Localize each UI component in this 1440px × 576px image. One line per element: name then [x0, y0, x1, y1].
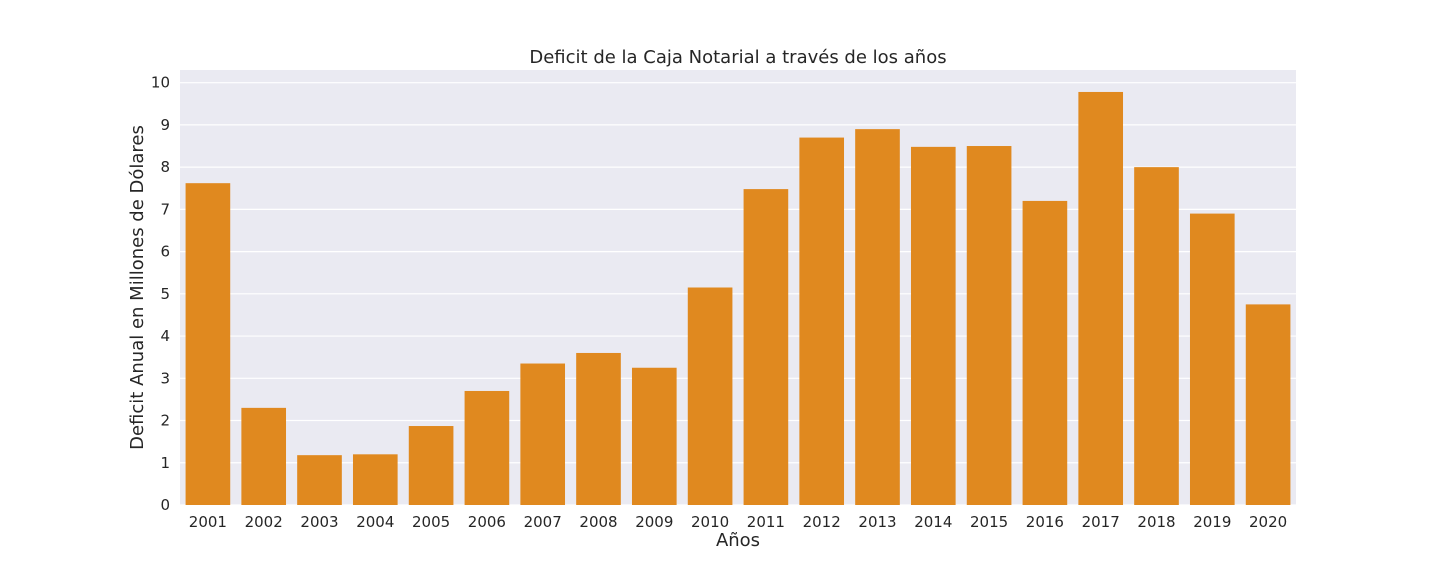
bar-2009 [631, 367, 677, 505]
y-tick-label: 5 [160, 285, 170, 303]
bar-2008 [576, 352, 621, 505]
bar-2010 [687, 287, 733, 505]
bar-2019 [1189, 213, 1235, 506]
bar-2014 [910, 146, 956, 505]
x-tick-label: 2012 [803, 513, 841, 531]
x-tick-label: 2018 [1137, 513, 1175, 531]
bar-2002 [241, 407, 287, 505]
x-tick-label: 2007 [524, 513, 562, 531]
bar-2013 [855, 129, 900, 505]
x-tick-label: 2002 [245, 513, 283, 531]
x-tick-label: 2004 [356, 513, 394, 531]
x-tick-label: 2011 [747, 513, 785, 531]
x-tick-label: 2009 [635, 513, 673, 531]
bar-2016 [1022, 200, 1068, 505]
plot-area [180, 70, 1296, 505]
y-tick-label: 2 [160, 412, 170, 430]
x-tick-label: 2010 [691, 513, 729, 531]
x-tick-label: 2006 [468, 513, 506, 531]
x-tick-label: 2016 [1026, 513, 1064, 531]
x-tick-label: 2008 [579, 513, 617, 531]
bars [185, 91, 1291, 506]
y-tick-label: 0 [160, 496, 170, 514]
bar-2018 [1134, 167, 1179, 505]
x-tick-labels: 2001 2002 2003 2004 2005 2006 2007 2008 2009 2010… [189, 513, 1287, 531]
x-tick-label: 2017 [1082, 513, 1120, 531]
bar-2001 [185, 183, 231, 506]
bar-2015 [966, 146, 1012, 506]
y-axis-title: Deficit Anual en Millones de Dólares [127, 125, 148, 450]
x-tick-label: 2013 [858, 513, 896, 531]
y-tick-label: 9 [160, 116, 170, 134]
x-tick-label: 2003 [300, 513, 338, 531]
x-axis-title: Años [716, 530, 760, 551]
x-tick-label: 2005 [412, 513, 450, 531]
bar-2020 [1245, 304, 1291, 505]
y-tick-labels: 0 1 2 3 4 5 6 7 8 9 10 [151, 74, 170, 514]
chart-title: Deficit de la Caja Notarial a través de … [529, 47, 946, 68]
bar-2004 [352, 454, 398, 505]
y-tick-label: 7 [160, 200, 170, 218]
y-tick-label: 10 [151, 74, 170, 92]
x-tick-label: 2001 [189, 513, 227, 531]
bar-2007 [520, 363, 566, 505]
x-tick-label: 2019 [1193, 513, 1231, 531]
y-tick-label: 8 [160, 158, 170, 176]
bar-2011 [743, 189, 789, 505]
bar-2005 [408, 426, 454, 505]
x-tick-label: 2020 [1249, 513, 1287, 531]
bar-2006 [464, 390, 510, 505]
bar-2003 [297, 455, 342, 505]
x-tick-label: 2014 [914, 513, 952, 531]
y-tick-label: 4 [160, 327, 170, 345]
bar-2012 [799, 137, 845, 505]
y-tick-label: 1 [160, 454, 170, 472]
y-tick-label: 6 [160, 243, 170, 261]
y-tick-label: 3 [160, 369, 170, 387]
bar-2017 [1078, 91, 1124, 505]
x-tick-label: 2015 [970, 513, 1008, 531]
